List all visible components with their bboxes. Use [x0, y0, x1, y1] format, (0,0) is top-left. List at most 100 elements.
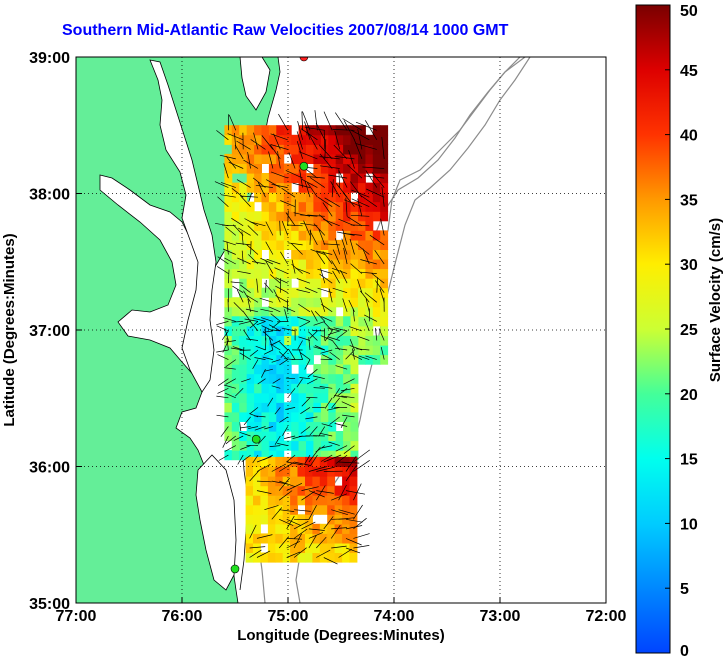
- velocity-vector: [275, 285, 288, 294]
- velocity-vector: [343, 378, 355, 385]
- velocity-cell: [254, 211, 262, 222]
- velocity-vector: [319, 165, 340, 169]
- velocity-vector: [217, 256, 229, 265]
- velocity-cell: [245, 542, 254, 553]
- velocity-cell: [320, 402, 329, 413]
- velocity-vector: [256, 534, 273, 539]
- velocity-vector: [249, 524, 257, 539]
- velocity-cell: [365, 278, 374, 289]
- velocity-cell: [380, 153, 389, 164]
- velocity-cell: [245, 504, 254, 515]
- velocity-vector: [347, 164, 363, 179]
- velocity-cell: [239, 239, 248, 250]
- velocity-cell: [239, 268, 248, 279]
- velocity-cell: [313, 306, 322, 317]
- velocity-cell: [239, 125, 248, 136]
- velocity-cell: [291, 316, 300, 327]
- velocity-vector: [345, 518, 363, 523]
- velocity-vector: [240, 195, 251, 207]
- velocity-cell: [283, 306, 292, 317]
- velocity-vector: [257, 435, 266, 445]
- y-tick-label: 37:00: [29, 323, 70, 340]
- velocity-cell: [283, 354, 292, 365]
- velocity-vector: [308, 532, 324, 539]
- velocity-cell: [291, 192, 300, 203]
- velocity-cell: [342, 552, 350, 563]
- velocity-cell: [246, 325, 255, 336]
- velocity-cell: [283, 325, 292, 336]
- velocity-vector: [217, 354, 229, 360]
- velocity-vector: [305, 416, 318, 420]
- velocity-vector: [295, 267, 311, 274]
- velocity-cell: [246, 402, 255, 413]
- velocity-vector: [286, 551, 301, 558]
- velocity-vector: [271, 321, 281, 329]
- velocity-cell: [246, 364, 255, 375]
- velocity-cell: [261, 201, 270, 212]
- velocity-cell: [335, 345, 344, 356]
- velocity-vector: [252, 359, 259, 369]
- velocity-cell: [319, 456, 328, 467]
- chart-title: Southern Mid-Atlantic Raw Velocities 200…: [62, 22, 509, 39]
- velocity-vector: [322, 202, 333, 217]
- velocity-cell: [335, 373, 344, 384]
- velocity-cell: [320, 220, 329, 231]
- velocity-cell: [239, 325, 248, 336]
- velocity-cell: [268, 268, 277, 279]
- velocity-cell: [297, 523, 306, 534]
- velocity-vector: [279, 359, 288, 366]
- velocity-vector: [269, 274, 281, 284]
- velocity-cell: [282, 542, 291, 553]
- velocity-cell: [298, 153, 307, 164]
- velocity-cell: [254, 144, 262, 155]
- velocity-cell: [297, 552, 306, 563]
- velocity-vector: [264, 426, 273, 430]
- velocity-vector: [371, 272, 385, 284]
- velocity-cell: [231, 411, 240, 422]
- velocity-cell: [291, 259, 300, 270]
- velocity-vector: [224, 257, 236, 265]
- velocity-cell: [267, 504, 276, 515]
- velocity-cell: [320, 392, 329, 403]
- velocity-vector: [308, 535, 317, 549]
- velocity-vector: [345, 455, 357, 472]
- velocity-cell: [350, 335, 359, 346]
- velocity-cell: [231, 144, 240, 155]
- velocity-vector: [249, 549, 262, 558]
- velocity-vector: [352, 348, 355, 360]
- velocity-vector: [262, 356, 273, 360]
- velocity-cell: [335, 144, 344, 155]
- velocity-cell: [320, 163, 329, 174]
- velocity-vector: [245, 308, 259, 313]
- velocity-vector: [236, 179, 251, 188]
- velocity-cell: [342, 504, 350, 515]
- x-tick-label: 72:00: [586, 608, 627, 625]
- velocity-cell: [350, 325, 359, 336]
- velocity-vector: [333, 388, 340, 399]
- velocity-cell: [224, 306, 233, 317]
- velocity-cell: [291, 268, 300, 279]
- velocity-vector: [334, 155, 355, 160]
- velocity-cell: [245, 476, 254, 487]
- velocity-cell: [267, 485, 276, 496]
- site-marker: [299, 161, 309, 171]
- velocity-vector: [357, 279, 363, 293]
- velocity-cell: [343, 335, 351, 346]
- velocity-cell: [291, 287, 300, 298]
- velocity-cell: [231, 211, 240, 222]
- velocity-cell: [276, 211, 285, 222]
- velocity-vector: [380, 347, 385, 360]
- velocity-vector: [242, 347, 245, 360]
- velocity-cell: [358, 306, 366, 317]
- velocity-vector: [357, 335, 370, 341]
- velocity-vector: [225, 359, 237, 368]
- velocity-vector: [365, 170, 378, 188]
- velocity-vector: [216, 349, 229, 353]
- velocity-vector: [263, 349, 274, 355]
- velocity-cell: [268, 431, 277, 442]
- velocity-cell: [224, 249, 233, 260]
- velocity-cell: [327, 495, 336, 506]
- velocity-cell: [320, 440, 329, 451]
- velocity-cell: [245, 495, 254, 506]
- velocity-vector: [217, 196, 229, 207]
